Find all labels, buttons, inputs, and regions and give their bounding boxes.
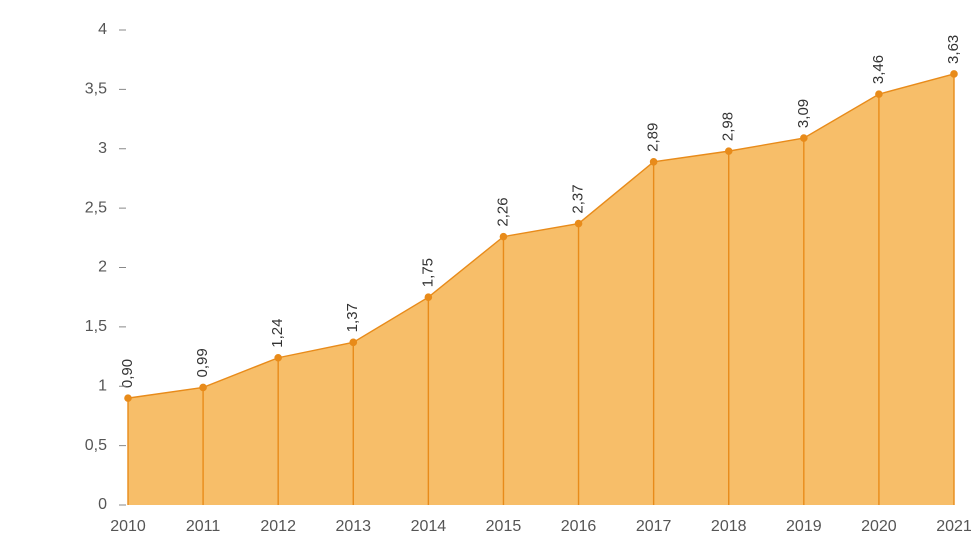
chart-svg: 0,90 0,99 1,24 1,37 1,75 2,26 2,37 2,89 2,98 3,09… <box>0 0 980 560</box>
data-label: 0,90 <box>119 359 136 388</box>
x-tick-label: 2012 <box>260 518 296 535</box>
y-tick-label: 2 <box>98 259 107 276</box>
data-label: 2,37 <box>570 184 587 213</box>
data-marker <box>951 71 958 78</box>
area-chart: 0,90 0,99 1,24 1,37 1,75 2,26 2,37 2,89 2,98 3,09… <box>0 0 980 560</box>
x-tick-label: 2017 <box>636 518 672 535</box>
x-tick-label: 2021 <box>936 518 972 535</box>
data-marker <box>725 148 732 155</box>
data-marker <box>125 395 132 402</box>
y-tick-label: 3,5 <box>85 81 107 98</box>
data-label: 2,89 <box>645 123 662 152</box>
data-label: 3,46 <box>870 55 887 84</box>
x-tick-label: 2014 <box>411 518 447 535</box>
x-tick-label: 2019 <box>786 518 822 535</box>
y-tick-label: 4 <box>98 21 107 38</box>
data-marker <box>801 135 808 142</box>
data-label: 1,24 <box>269 319 286 348</box>
data-marker <box>350 339 357 346</box>
y-tick-label: 2,5 <box>85 199 107 216</box>
y-tick-label: 3 <box>98 140 107 157</box>
x-tick-label: 2015 <box>486 518 522 535</box>
x-tick-label: 2016 <box>561 518 597 535</box>
data-label: 2,98 <box>720 112 737 141</box>
x-tick-label: 2011 <box>186 518 221 535</box>
data-marker <box>275 354 282 361</box>
x-tick-label: 2018 <box>711 518 747 535</box>
data-marker <box>425 294 432 301</box>
data-marker <box>200 384 207 391</box>
data-marker <box>650 159 657 166</box>
data-label: 1,37 <box>344 303 361 332</box>
data-label: 0,99 <box>194 348 211 377</box>
y-tick-label: 1,5 <box>85 318 107 335</box>
data-label: 2,26 <box>494 197 511 226</box>
data-marker <box>876 91 883 98</box>
x-tick-label: 2013 <box>335 518 371 535</box>
data-label: 1,75 <box>419 258 436 287</box>
data-label: 3,09 <box>795 99 812 128</box>
x-tick-label: 2020 <box>861 518 897 535</box>
data-label: 3,63 <box>945 35 962 64</box>
y-tick-label: 1 <box>98 377 107 394</box>
data-marker <box>575 220 582 227</box>
x-tick-label: 2010 <box>110 518 146 535</box>
y-tick-label: 0,5 <box>85 437 107 454</box>
y-tick-label: 0 <box>98 496 107 513</box>
data-marker <box>500 233 507 240</box>
